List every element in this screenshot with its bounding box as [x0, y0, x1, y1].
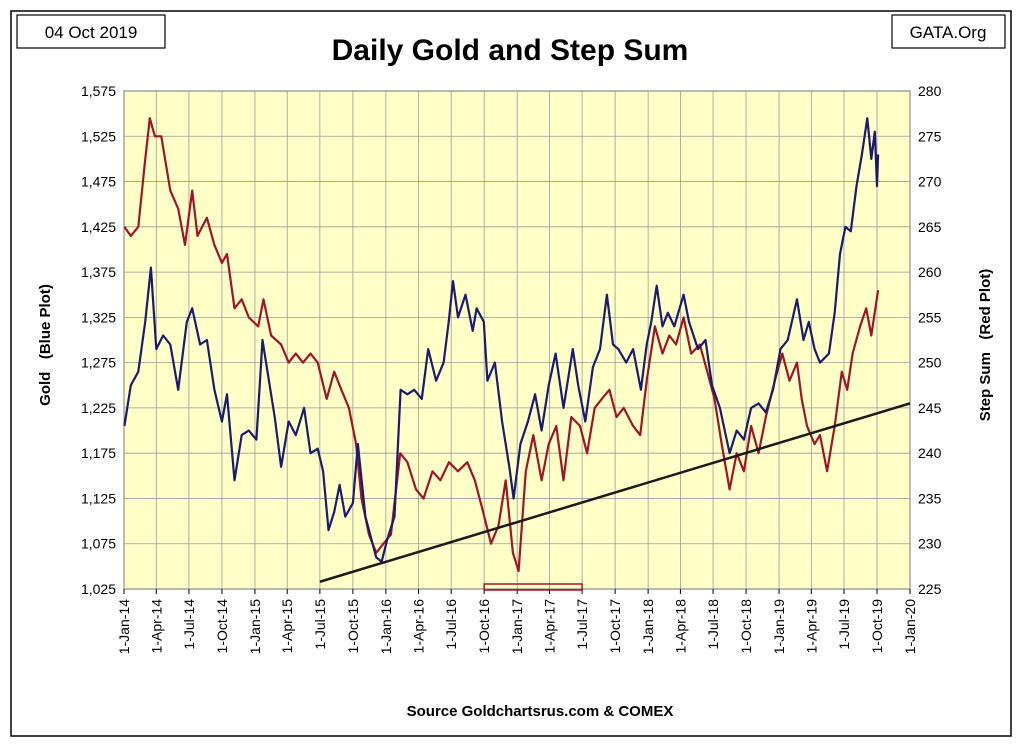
x-tick-label: 1-Apr-19	[803, 599, 819, 654]
site-label: GATA.Org	[910, 23, 987, 42]
y-left-tick-label: 1,325	[81, 309, 116, 325]
y-right-tick-label: 265	[918, 219, 942, 235]
date-label: 04 Oct 2019	[45, 23, 138, 42]
source-label: Source Goldchartsrus.com & COMEX	[407, 703, 674, 720]
x-tick-label: 1-Jul-17	[574, 599, 590, 650]
x-tick-label: 1-Jan-17	[509, 599, 525, 654]
y-right-tick-label: 260	[918, 264, 942, 280]
y-right-tick-label: 255	[918, 309, 942, 325]
x-tick-label: 1-Oct-15	[345, 599, 361, 654]
x-tick-label: 1-Oct-19	[869, 599, 885, 654]
y-left-tick-label: 1,375	[81, 264, 116, 280]
x-axis: 1-Jan-14 1-Apr-14 1-Jul-14 1-Oct-14 1-Jan-15…	[116, 589, 918, 654]
y-left-tick-label: 1,125	[81, 490, 116, 506]
x-tick-label: 1-Apr-18	[672, 599, 688, 654]
x-tick-label: 1-Jul-18	[705, 599, 721, 650]
site-box	[891, 14, 1006, 49]
x-tick-label: 1-Jul-15	[312, 599, 328, 650]
x-tick-label: 1-Jul-16	[443, 599, 459, 650]
x-tick-label: 1-Oct-14	[214, 599, 230, 654]
x-tick-label: 1-Jan-15	[247, 599, 263, 654]
y-left-tick-label: 1,475	[81, 174, 116, 190]
series-gold	[123, 117, 880, 563]
x-tick-label: 1-Jan-19	[771, 599, 787, 654]
y-right-tick-label: 250	[918, 355, 942, 371]
x-tick-label: 1-Jul-19	[836, 599, 852, 650]
y-left-tick-label: 1,175	[81, 445, 116, 461]
x-tick-label: 1-Jul-14	[181, 599, 197, 650]
x-tick-label: 1-Jan-14	[116, 599, 132, 654]
date-box	[16, 14, 166, 49]
y-left-tick-label: 1,225	[81, 400, 116, 416]
y-right-tick-label: 225	[918, 581, 942, 597]
y-left-tick-label: 1,525	[81, 128, 116, 144]
y-left-tick-label: 1,025	[81, 581, 116, 597]
x-tick-label: 1-Oct-17	[607, 599, 623, 654]
y-left-tick-label: 1,575	[81, 83, 116, 99]
x-tick-label: 1-Oct-18	[738, 599, 754, 654]
y-right-tick-label: 270	[918, 174, 942, 190]
x-tick-label: 1-Apr-15	[279, 599, 295, 654]
y-right-tick-label: 235	[918, 490, 942, 506]
y-right-tick-label: 230	[918, 536, 942, 552]
trend-line	[319, 402, 911, 583]
x-tick-label: 1-Apr-14	[148, 599, 164, 654]
x-tick-label: 1-Apr-16	[411, 599, 427, 654]
y-right-tick-label: 280	[918, 83, 942, 99]
y-right-tick-label: 240	[918, 445, 942, 461]
y-left-tick-label: 1,275	[81, 355, 116, 371]
chart-title: Daily Gold and Step Sum	[332, 34, 689, 67]
highlight-box	[483, 583, 583, 591]
y-left-tick-label: 1,075	[81, 536, 116, 552]
left-axis: 1,025 1,075 1,125 1,175 1,225 1,275 1,325 1,375…	[81, 83, 116, 597]
right-axis: 225 230 235 240 245 250 255 260 265 270 275 280	[918, 83, 942, 597]
x-tick-label: 1-Oct-16	[476, 599, 492, 654]
series-step-sum	[123, 117, 880, 572]
x-tick-label: 1-Jan-16	[378, 599, 394, 654]
y-right-label: Step Sum (Red Plot)	[977, 269, 994, 422]
y-right-tick-label: 275	[918, 128, 942, 144]
y-right-tick-label: 245	[918, 400, 942, 416]
y-left-tick-label: 1,425	[81, 219, 116, 235]
x-tick-label: 1-Apr-17	[541, 599, 557, 654]
x-tick-label: 1-Jan-20	[902, 599, 918, 654]
x-tick-label: 1-Jan-18	[640, 599, 656, 654]
y-left-label: Gold (Blue Plot)	[37, 284, 54, 406]
